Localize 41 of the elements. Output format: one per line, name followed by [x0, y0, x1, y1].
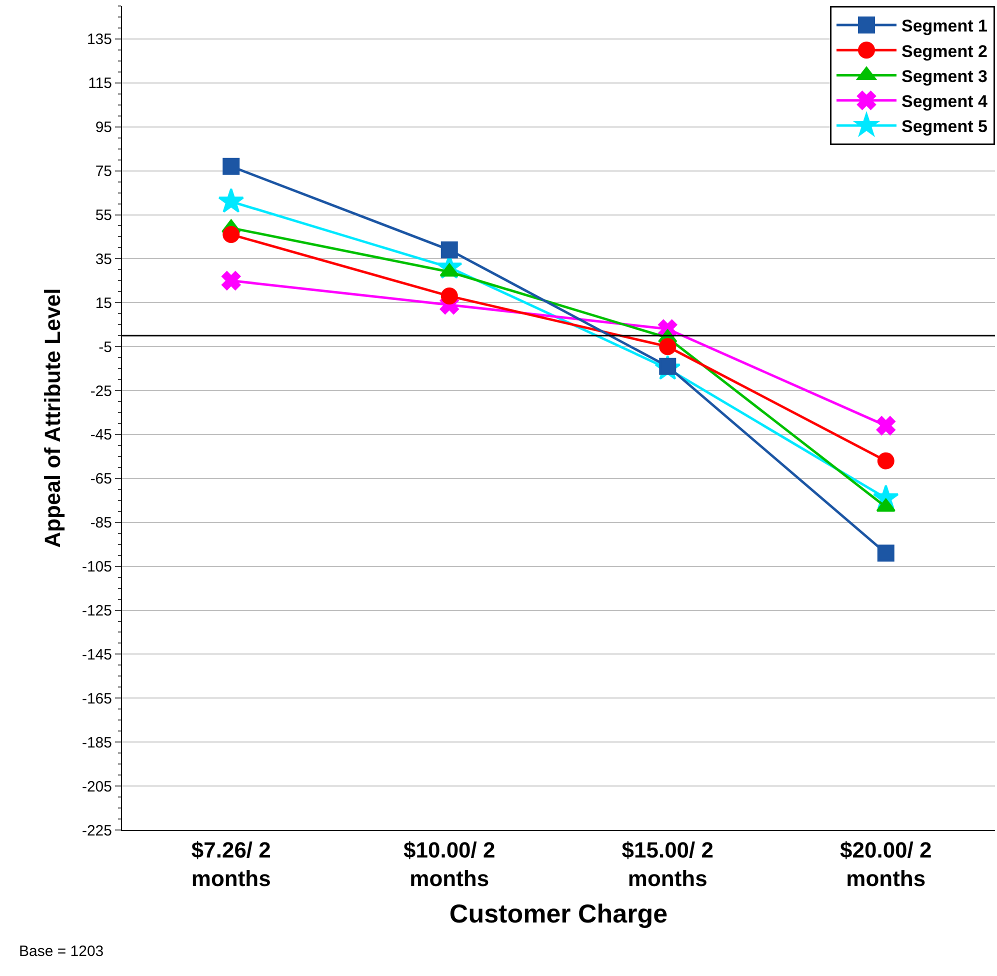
text: Base = 1203	[19, 943, 104, 960]
point	[877, 544, 894, 562]
point	[440, 241, 458, 258]
x-tick-label: $20.00/ 2 months	[840, 837, 932, 891]
y-tick-label: 55	[95, 207, 112, 224]
point	[222, 226, 240, 244]
y-tick-label: 115	[88, 75, 112, 92]
y-tick-label: -225	[82, 822, 112, 840]
y-tick-label: -165	[82, 690, 112, 708]
y-axis-title: Appeal of Attribute Level	[40, 288, 65, 548]
y-tick-label: -5	[98, 338, 112, 356]
legend-label: Segment 3	[902, 66, 988, 86]
y-tick-label: 35	[95, 250, 112, 268]
y-tick-label: -125	[82, 602, 112, 620]
point	[222, 271, 241, 290]
x-axis-title: Customer Charge	[449, 898, 668, 929]
y-tick-label: 75	[95, 163, 112, 180]
legend-label: Segment 5	[902, 117, 988, 136]
point	[218, 188, 244, 213]
point	[222, 158, 240, 175]
y-tick-label: -145	[82, 646, 112, 664]
legend-label: Segment 4	[902, 92, 988, 111]
y-tick-label: -45	[90, 426, 112, 444]
x-tick-label: $10.00/ 2 months	[404, 837, 496, 891]
point	[877, 452, 894, 470]
y-tick-label: -105	[82, 558, 112, 576]
y-tick-label: -185	[82, 734, 112, 752]
y-tick-label: -85	[90, 514, 112, 532]
y-tick-label: -65	[90, 470, 112, 488]
x-tick-label: $7.26/ 2 months	[191, 837, 271, 891]
y-tick-label: 95	[95, 119, 112, 136]
point	[440, 288, 458, 305]
x-tick-label: $15.00/ 2 months	[622, 837, 714, 891]
y-tick-label: 15	[95, 294, 112, 312]
y-tick-label: 135	[86, 31, 112, 48]
point	[659, 338, 676, 356]
point	[876, 416, 896, 436]
y-tick-label: -25	[90, 382, 112, 400]
legend-label: Segment 1	[902, 16, 988, 36]
legend-label: Segment 2	[902, 42, 988, 61]
y-tick-label: -205	[82, 778, 112, 796]
